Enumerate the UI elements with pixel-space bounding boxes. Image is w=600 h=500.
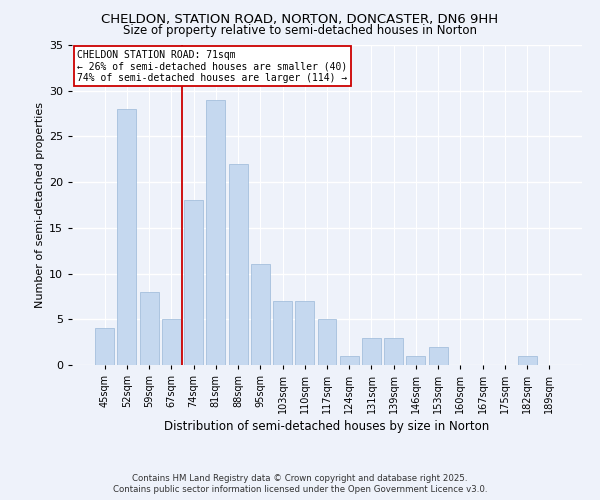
Bar (317, 320, 337, 365)
Bar (184, 200, 203, 365)
Bar (384, 338, 403, 365)
Bar (362, 338, 381, 365)
Text: CHELDON, STATION ROAD, NORTON, DONCASTER, DN6 9HH: CHELDON, STATION ROAD, NORTON, DONCASTER… (101, 12, 499, 26)
Bar (518, 356, 536, 365)
Bar (251, 264, 270, 365)
Bar (206, 100, 225, 365)
Text: CHELDON STATION ROAD: 71sqm
← 26% of semi-detached houses are smaller (40)
74% o: CHELDON STATION ROAD: 71sqm ← 26% of sem… (77, 50, 347, 83)
Bar (406, 356, 425, 365)
Bar (229, 164, 248, 365)
Bar (118, 109, 136, 365)
Y-axis label: Number of semi-detached properties: Number of semi-detached properties (35, 102, 44, 308)
Bar (162, 320, 181, 365)
Bar (295, 301, 314, 365)
Bar (95, 328, 114, 365)
Text: Contains HM Land Registry data © Crown copyright and database right 2025.
Contai: Contains HM Land Registry data © Crown c… (113, 474, 487, 494)
X-axis label: Distribution of semi-detached houses by size in Norton: Distribution of semi-detached houses by … (164, 420, 490, 434)
Bar (273, 301, 292, 365)
Text: Size of property relative to semi-detached houses in Norton: Size of property relative to semi-detach… (123, 24, 477, 37)
Bar (429, 346, 448, 365)
Bar (340, 356, 359, 365)
Bar (140, 292, 158, 365)
